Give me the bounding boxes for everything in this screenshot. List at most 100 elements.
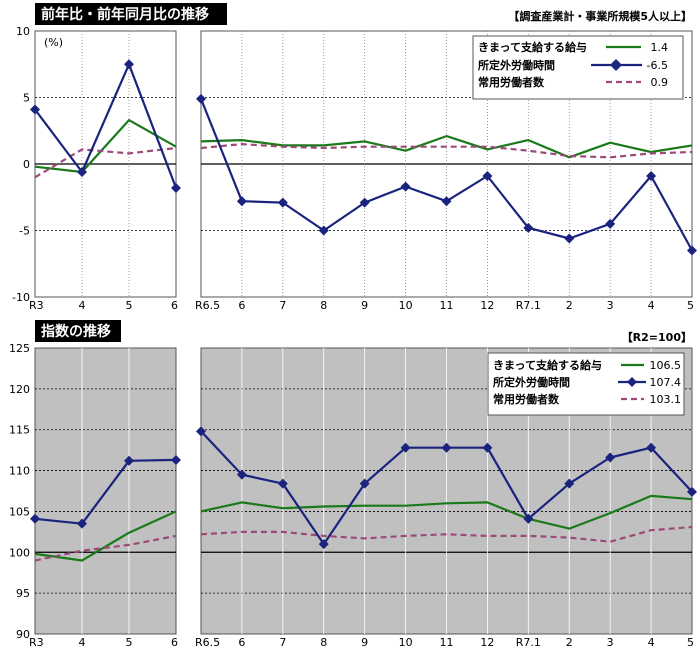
bottom-left-point-hours	[124, 455, 134, 466]
top-title-box	[35, 3, 227, 25]
top-title: 前年比・前年同月比の推移	[41, 6, 209, 23]
top-left-series-wages	[34, 118, 177, 174]
bottom-left-point-hours	[171, 454, 181, 465]
bottom-right-x-tick-label: 10	[399, 636, 413, 649]
bottom-right-x-tick-label: 4	[648, 636, 655, 649]
bottom-legend-value-hours: 107.4	[650, 376, 682, 389]
bottom-legend-value-employees: 103.1	[650, 393, 682, 406]
bottom-right-point-hours	[646, 442, 657, 453]
top-unit-label: (%)	[44, 36, 63, 49]
top-y-tick-label: -10	[12, 291, 30, 304]
top-right-point-hours	[523, 222, 534, 233]
bottom-note: 【R2=100】	[622, 331, 692, 344]
top-right-point-hours	[441, 196, 452, 207]
top-legend-label-wages: きまって支給する給与	[478, 40, 587, 54]
bottom-left-series-wages	[34, 510, 177, 562]
top-left-x-tick-label: 4	[79, 299, 86, 312]
top-left-series-hours	[34, 63, 178, 189]
bottom-right-x-tick-label: 11	[440, 636, 454, 649]
bottom-y-tick-label: 115	[9, 424, 30, 437]
top-right-point-hours	[482, 170, 493, 181]
bottom-y-tick-label: 95	[16, 587, 30, 600]
top-right-point-hours	[318, 225, 329, 236]
top-right-x-tick-label: 2	[566, 299, 573, 312]
top-left-x-tick-label: 6	[171, 299, 178, 312]
bottom-y-tick-label: 90	[16, 628, 30, 641]
bottom-left-point-hours	[77, 518, 87, 529]
bottom-right-x-tick-label: 7	[279, 636, 286, 649]
bottom-legend-label-employees: 常用労働者数	[493, 392, 560, 406]
top-left-point-hours	[171, 182, 181, 193]
bottom-right-series-employees	[200, 525, 693, 543]
bottom-y-tick-label: 105	[9, 505, 30, 518]
bottom-legend-label-hours: 所定外労働時間	[493, 375, 570, 389]
bottom-y-tick-label: 100	[9, 546, 30, 559]
top-right-x-tick-label: 10	[399, 299, 413, 312]
top-right-point-hours	[646, 170, 657, 181]
top-right-point-hours	[687, 245, 697, 256]
bottom-right-x-tick-label: 2	[566, 636, 573, 649]
top-legend-value-employees: 0.9	[651, 76, 669, 89]
bottom-right-x-tick-label: 9	[361, 636, 368, 649]
top-right-point-hours	[400, 181, 411, 192]
bottom-right-x-tick-label: 5	[687, 636, 694, 649]
bottom-right-x-tick-label: 8	[320, 636, 327, 649]
bottom-right-point-hours	[564, 478, 575, 489]
bottom-right-x-tick-label: 6	[238, 636, 245, 649]
bottom-title-box	[35, 320, 121, 342]
bottom-legend-box	[487, 352, 685, 416]
top-right-x-tick-label: 11	[440, 299, 454, 312]
bottom-right-x-tick-label: R7.1	[516, 636, 541, 649]
bottom-right-point-hours	[400, 442, 411, 453]
top-right-x-tick-label: 3	[607, 299, 614, 312]
top-left-point-hours	[30, 104, 40, 115]
top-right-x-tick-label: 6	[238, 299, 245, 312]
bottom-legend: きまって支給する給与 106.5 所定外労働時間 107.4 常用労働者数 10…	[487, 352, 685, 416]
top-right-point-hours	[605, 218, 616, 229]
bottom-left-point-hours	[30, 513, 40, 524]
top-left-x-tick-label: R3	[29, 299, 44, 312]
top-y-tick-label: 0	[23, 158, 30, 171]
bottom-right-point-hours	[359, 478, 370, 489]
bottom-left-series-hours	[34, 458, 177, 525]
top-right-point-hours	[277, 197, 288, 208]
top-right-series-wages	[200, 135, 693, 159]
top-y-tick-label: 5	[23, 92, 30, 105]
bottom-right-point-hours	[236, 469, 247, 480]
top-y-tick-label: 10	[16, 25, 30, 38]
top-right-x-tick-label: 4	[648, 299, 655, 312]
top-note: 【調査産業計・事業所規模5人以上】	[508, 9, 692, 23]
bottom-right-point-hours	[318, 539, 329, 550]
top-legend-label-hours: 所定外労働時間	[478, 58, 555, 72]
top-right-x-tick-label: 5	[687, 299, 694, 312]
top-right-x-tick-label: 9	[361, 299, 368, 312]
top-legend-marker-hours	[610, 59, 622, 71]
bottom-y-tick-label: 120	[9, 383, 30, 396]
top-left-x-tick-label: 5	[126, 299, 133, 312]
top-right-point-hours	[564, 233, 575, 244]
bottom-left-x-tick-label: R3	[29, 636, 44, 649]
bottom-left-x-tick-label: 5	[126, 636, 133, 649]
bottom-left-x-tick-label: 6	[171, 636, 178, 649]
bottom-right-point-hours	[687, 486, 697, 497]
bottom-left-x-tick-label: 4	[79, 636, 86, 649]
bottom-legend-marker-hours	[627, 377, 637, 387]
bottom-left-series-employees	[34, 534, 177, 562]
bottom-right-point-hours	[441, 442, 452, 453]
top-legend-box	[472, 35, 684, 100]
top-legend-value-hours: -6.5	[647, 59, 668, 72]
bottom-right-point-hours	[196, 426, 206, 437]
bottom-title: 指数の推移	[41, 323, 111, 340]
bottom-right-point-hours	[523, 513, 534, 524]
top-right-x-tick-label: 12	[480, 299, 494, 312]
bottom-right-series-wages	[200, 494, 693, 530]
top-right-point-hours	[236, 196, 247, 207]
top-right-point-hours	[359, 197, 370, 208]
bottom-right-point-hours	[277, 478, 288, 489]
bottom-y-tick-label: 125	[9, 342, 30, 355]
bottom-legend-label-wages: きまって支給する給与	[493, 358, 602, 372]
top-y-tick-label: -5	[19, 225, 30, 238]
top-right-x-tick-label: R7.1	[516, 299, 541, 312]
top-right-x-tick-label: 7	[279, 299, 286, 312]
